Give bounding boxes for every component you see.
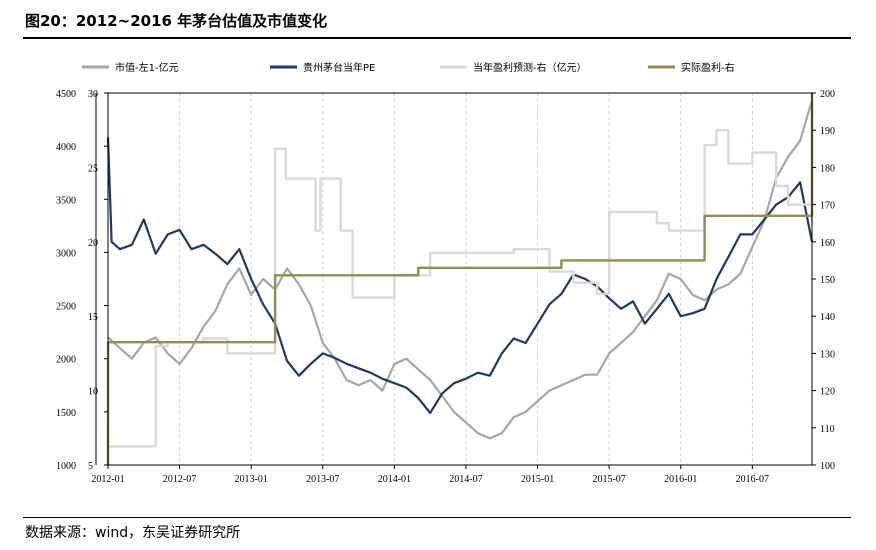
right-tick-label: 190: [820, 126, 835, 137]
source-rule: [23, 517, 851, 518]
series-line-4: [106, 93, 814, 466]
right-tick-label: 160: [820, 238, 835, 249]
legend-label: 市值-左1-亿元: [115, 61, 179, 74]
left-inner-tick-label: 5: [88, 461, 93, 472]
x-tick-label: 2013-01: [235, 474, 268, 485]
right-tick-label: 200: [820, 89, 835, 100]
x-tick-label: 2015-01: [521, 474, 554, 485]
x-tick-label: 2015-07: [592, 474, 625, 485]
figure-title: 图20：2012~2016 年茅台估值及市值变化: [25, 12, 328, 30]
x-tick-label: 2013-07: [306, 474, 339, 485]
right-tick-label: 150: [820, 275, 835, 286]
series-layer: [106, 93, 814, 466]
legend-label: 贵州茅台当年PE: [303, 61, 375, 74]
right-tick-label: 140: [820, 312, 835, 323]
left-outer-tick-label: 3500: [56, 195, 76, 206]
left-outer-tick-label: 1000: [56, 461, 76, 472]
x-tick-label: 2016-01: [664, 474, 697, 485]
legend-label: 当年盈利预测-右（亿元）: [473, 61, 587, 74]
left-outer-tick-label: 4500: [56, 89, 76, 100]
left-inner-tick-label: 30: [88, 89, 98, 100]
right-tick-label: 170: [820, 201, 835, 212]
right-tick-label: 110: [820, 424, 835, 435]
series-line-2: [106, 137, 814, 414]
left-outer-tick-label: 1500: [56, 408, 76, 419]
left-inner-tick-label: 15: [88, 312, 98, 323]
plot-frame: [107, 92, 813, 466]
left-outer-tick-label: 2000: [56, 355, 76, 366]
right-tick-label: 130: [820, 349, 835, 360]
left-inner-tick-label: 10: [88, 387, 98, 398]
x-tick-label: 2014-07: [449, 474, 482, 485]
right-tick-label: 180: [820, 163, 835, 174]
left-inner-tick-label: 20: [88, 238, 98, 249]
x-tick-label: 2014-01: [378, 474, 411, 485]
left-outer-tick-label: 4000: [56, 142, 76, 153]
left-outer-tick-label: 3000: [56, 248, 76, 259]
right-tick-label: 100: [820, 461, 835, 472]
x-tick-label: 2012-07: [163, 474, 196, 485]
x-tick-label: 2012-01: [91, 474, 124, 485]
legend-label: 实际盈利-右: [681, 61, 735, 74]
right-tick-label: 120: [820, 387, 835, 398]
legend: 市值-左1-亿元 贵州茅台当年PE 当年盈利预测-右（亿元） 实际盈利-右: [82, 61, 735, 74]
left-outer-tick-label: 2500: [56, 302, 76, 313]
series-line-3: [108, 129, 814, 448]
x-tick-label: 2016-07: [736, 474, 769, 485]
tick-layer: 2012-01 2012-07 2013-01 2013-07 2014-01 2014-…: [56, 89, 835, 485]
series-line-1: [107, 100, 814, 440]
chart: 2012-01 2012-07 2013-01 2013-07 2014-01 2014-…: [56, 61, 835, 485]
left-inner-tick-label: 25: [88, 163, 98, 174]
source-note: 数据来源：wind，东吴证券研究所: [25, 525, 241, 541]
title-rule: [23, 37, 851, 39]
